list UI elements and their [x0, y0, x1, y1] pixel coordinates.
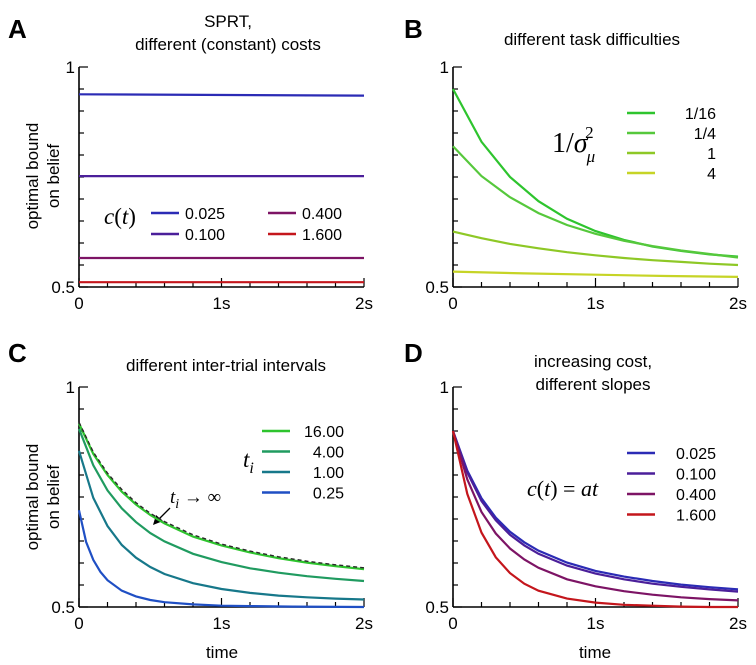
panel-b-y-tick-label: 0.5 [425, 278, 449, 297]
panel-d-x-tick-label: 0 [448, 614, 457, 633]
panel-c-ylabel-line2: on belief [44, 465, 63, 530]
panel-a-legend-symbol: c(t) [104, 204, 136, 229]
panel-a-legend-label: 0.100 [185, 227, 225, 244]
panel-d-series-line [451, 430, 739, 593]
panel-b-legend-label: 1 [707, 146, 716, 163]
panel-d-legend-label: 0.400 [676, 487, 716, 504]
panel-d-legend: c(t) = at [527, 476, 599, 501]
panel-b-legend-label: 1/16 [685, 106, 716, 123]
panel-a-ylabel-line1: optimal bound [23, 123, 42, 230]
panel-d-legend-label: 0.025 [676, 446, 716, 463]
panel-d-y-tick-label: 0.5 [425, 598, 449, 617]
panel-a-ylabel-line2: on belief [44, 144, 63, 209]
panel-c-series-line [77, 450, 365, 601]
panel-c-legend-label: 16.00 [304, 424, 344, 441]
panel-a-y-tick-label: 0.5 [51, 278, 75, 297]
panel-c-xlabel: time [206, 643, 238, 662]
panel-c-annotation: ti → ∞ [153, 487, 221, 525]
panel-d-series-line [451, 430, 739, 591]
panel-c-legend-label: 0.25 [313, 486, 344, 503]
panel-d-x-tick-label: 2s [729, 614, 747, 633]
panel-c-title: different inter-trial intervals [126, 356, 326, 375]
panel-b-series-line [452, 230, 739, 267]
panel-d-series-line [451, 430, 739, 602]
annotation-arrow-shaft [157, 507, 171, 521]
panel-a-legend-label: 0.025 [185, 206, 225, 223]
panel-c-legend-symbol: ti [243, 447, 254, 477]
panel-a-x-tick-label: 0 [74, 294, 83, 313]
panel-b-x-tick-label: 2s [729, 294, 747, 313]
panel-c-legend-label: 4.00 [313, 445, 344, 462]
panel-c-legend-label: 1.00 [313, 465, 344, 482]
panel-a-legend: c(t) [104, 204, 136, 229]
panel-d-xlabel: time [579, 643, 611, 662]
panel-c-x-tick-label: 2s [355, 614, 373, 633]
panel-b-x-tick-label: 0 [448, 294, 457, 313]
panel-c-x-tick-label: 0 [74, 614, 83, 633]
panel-c-asymptote-line [78, 421, 365, 569]
panel-d-legend-label: 1.600 [676, 508, 716, 525]
panel-d-series-line [451, 430, 738, 609]
panel-a-title-line2: different (constant) costs [135, 35, 321, 54]
panel-b-title: different task difficulties [504, 30, 680, 49]
panel-letter-a: A [8, 14, 27, 44]
panel-b: B different task difficulties 1/σμ2 [404, 14, 680, 166]
panel-a-x-tick-label: 2s [355, 294, 373, 313]
panel-c-y-tick-label: 1 [66, 378, 75, 397]
panel-b-legend: 1/σμ2 [552, 123, 595, 166]
panel-b-series-line [452, 270, 739, 278]
panel-c-annotation-text: ti → ∞ [170, 487, 221, 512]
panel-b-legend-label: 1/4 [694, 126, 716, 143]
panel-c-legend: ti [243, 447, 254, 477]
panel-c-ylabel-line1: optimal bound [23, 444, 42, 551]
panel-c-x-tick-label: 1s [213, 614, 231, 633]
panel-letter-d: D [404, 338, 423, 368]
panel-c-y-tick-label: 0.5 [51, 598, 75, 617]
panel-d-y-tick-label: 1 [440, 378, 449, 397]
panel-d-title-line1: increasing cost, [534, 352, 652, 371]
panel-b-x-tick-label: 1s [587, 294, 605, 313]
panel-a-series-line [78, 93, 365, 97]
panel-d-legend-symbol: c(t) = at [527, 476, 599, 501]
chart-marks: 0 1s 2s 0.5 1 0.025 0.100 0.400 1.600 0 1s 2s 0.5 1 1/… [51, 58, 747, 633]
panel-a-legend-label: 1.600 [302, 227, 342, 244]
panel-letter-b: B [404, 14, 423, 44]
panel-b-legend-symbol: 1/σμ2 [552, 123, 595, 166]
panel-a-legend-label: 0.400 [302, 206, 342, 223]
panel-c-series-line [78, 423, 365, 571]
panel-b-y-tick-label: 1 [440, 58, 449, 77]
panel-d-title-line2: different slopes [536, 375, 651, 394]
panel-letter-c: C [8, 338, 27, 368]
panel-d-legend-label: 0.100 [676, 467, 716, 484]
panel-c-series-line [77, 428, 365, 583]
panel-a: A SPRT, different (constant) costs optim… [8, 12, 321, 229]
panel-d: D increasing cost, different slopes time… [404, 338, 652, 662]
panel-d-x-tick-label: 1s [587, 614, 605, 633]
panel-a-x-tick-label: 1s [213, 294, 231, 313]
panel-a-y-tick-label: 1 [66, 58, 75, 77]
panel-b-legend-label: 4 [707, 166, 716, 183]
panel-a-title-line1: SPRT, [204, 12, 252, 31]
panel-c-series-line [77, 509, 365, 609]
panel-b-series-line [452, 145, 739, 259]
